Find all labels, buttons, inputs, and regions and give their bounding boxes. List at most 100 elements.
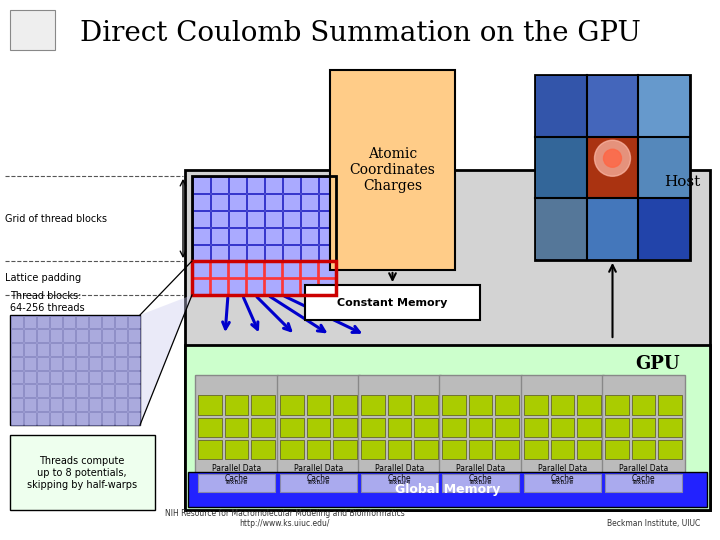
- Text: Texture: Texture: [225, 481, 248, 485]
- Bar: [76, 398, 88, 411]
- Bar: [102, 370, 114, 383]
- Bar: [264, 279, 282, 294]
- Bar: [127, 315, 140, 328]
- Bar: [210, 227, 228, 244]
- Bar: [37, 329, 48, 342]
- Circle shape: [595, 140, 631, 176]
- Bar: [264, 193, 282, 210]
- Bar: [307, 395, 330, 415]
- Text: Parallel Data
Cache: Parallel Data Cache: [538, 464, 587, 483]
- Bar: [114, 343, 127, 356]
- Text: Texture: Texture: [388, 481, 411, 485]
- Bar: [24, 329, 35, 342]
- Bar: [605, 417, 629, 437]
- Bar: [280, 395, 304, 415]
- Bar: [114, 329, 127, 342]
- Bar: [37, 343, 48, 356]
- Bar: [469, 417, 492, 437]
- Bar: [210, 261, 228, 278]
- Bar: [50, 384, 61, 397]
- Bar: [318, 177, 336, 192]
- Bar: [536, 76, 585, 136]
- Bar: [631, 440, 655, 459]
- Bar: [282, 245, 300, 260]
- Bar: [192, 193, 210, 210]
- Bar: [89, 370, 101, 383]
- Bar: [37, 398, 48, 411]
- Bar: [307, 417, 330, 437]
- Bar: [361, 474, 438, 492]
- Bar: [37, 315, 48, 328]
- Bar: [50, 315, 61, 328]
- Bar: [387, 395, 411, 415]
- Bar: [198, 474, 275, 492]
- Bar: [536, 138, 585, 197]
- Bar: [639, 199, 689, 259]
- Bar: [361, 417, 384, 437]
- Bar: [264, 245, 282, 260]
- Bar: [228, 211, 246, 226]
- Text: Texture: Texture: [469, 481, 492, 485]
- Bar: [251, 440, 275, 459]
- Bar: [102, 329, 114, 342]
- Text: Host: Host: [664, 175, 700, 189]
- Bar: [588, 138, 637, 197]
- Bar: [192, 261, 336, 295]
- Bar: [228, 227, 246, 244]
- Bar: [577, 440, 601, 459]
- Bar: [89, 357, 101, 369]
- Bar: [442, 474, 519, 492]
- Text: Threads compute
up to 8 potentials,
skipping by half-warps: Threads compute up to 8 potentials, skip…: [27, 456, 137, 490]
- Bar: [658, 395, 682, 415]
- Bar: [192, 227, 210, 244]
- Bar: [495, 395, 519, 415]
- Polygon shape: [140, 295, 192, 425]
- Bar: [210, 193, 228, 210]
- Bar: [387, 417, 411, 437]
- Text: Direct Coulomb Summation on the GPU: Direct Coulomb Summation on the GPU: [80, 20, 640, 47]
- Bar: [414, 395, 438, 415]
- Bar: [225, 440, 248, 459]
- Bar: [63, 343, 74, 356]
- Bar: [37, 384, 48, 397]
- Bar: [246, 227, 264, 244]
- Bar: [102, 357, 114, 369]
- Bar: [264, 227, 282, 244]
- Bar: [300, 261, 318, 278]
- Bar: [318, 279, 336, 294]
- Bar: [76, 411, 88, 424]
- Bar: [318, 245, 336, 260]
- Circle shape: [603, 149, 621, 167]
- Bar: [280, 417, 304, 437]
- Bar: [63, 398, 74, 411]
- Bar: [387, 440, 411, 459]
- Bar: [551, 440, 575, 459]
- Bar: [658, 440, 682, 459]
- Bar: [76, 357, 88, 369]
- Bar: [76, 315, 88, 328]
- Bar: [631, 395, 655, 415]
- Bar: [305, 285, 480, 320]
- Bar: [89, 398, 101, 411]
- Bar: [24, 315, 35, 328]
- Bar: [192, 245, 210, 260]
- Bar: [198, 395, 222, 415]
- Bar: [10, 315, 140, 425]
- Bar: [11, 370, 22, 383]
- Bar: [282, 177, 300, 192]
- Bar: [495, 417, 519, 437]
- Bar: [102, 315, 114, 328]
- Bar: [89, 384, 101, 397]
- Bar: [50, 329, 61, 342]
- Bar: [192, 211, 210, 226]
- Bar: [536, 199, 585, 259]
- Bar: [11, 315, 22, 328]
- Bar: [24, 370, 35, 383]
- Bar: [188, 472, 707, 507]
- Bar: [307, 440, 330, 459]
- Bar: [50, 343, 61, 356]
- Bar: [318, 261, 336, 278]
- Bar: [11, 398, 22, 411]
- Bar: [524, 395, 548, 415]
- Bar: [76, 343, 88, 356]
